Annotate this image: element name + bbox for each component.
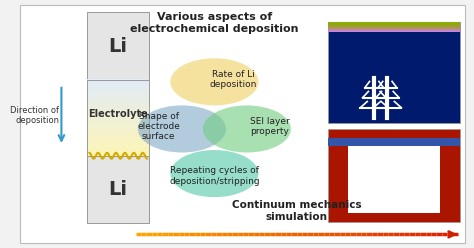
Bar xyxy=(87,117,149,120)
Bar xyxy=(87,100,149,103)
Ellipse shape xyxy=(170,150,258,197)
Bar xyxy=(87,119,149,122)
Bar xyxy=(87,112,149,114)
Bar xyxy=(328,25,460,26)
Text: Shape of
electrode
surface: Shape of electrode surface xyxy=(137,112,180,141)
Ellipse shape xyxy=(170,58,258,105)
Bar xyxy=(328,29,460,30)
Bar xyxy=(87,106,149,108)
Bar xyxy=(328,22,460,123)
Bar xyxy=(87,98,149,101)
Bar xyxy=(87,89,149,91)
Text: Rate of Li
deposition: Rate of Li deposition xyxy=(209,70,256,89)
Bar xyxy=(328,27,460,28)
Text: Repeating cycles of
deposition/stripping: Repeating cycles of deposition/stripping xyxy=(169,166,260,186)
Text: SEI layer
property: SEI layer property xyxy=(250,117,290,136)
Bar xyxy=(87,144,149,146)
Bar xyxy=(87,93,149,95)
Bar xyxy=(328,28,460,29)
Bar xyxy=(87,148,149,150)
Bar xyxy=(87,85,149,88)
Bar xyxy=(87,131,149,133)
Text: Electrolyte: Electrolyte xyxy=(88,109,148,119)
Bar xyxy=(87,108,149,110)
Bar xyxy=(328,26,460,27)
Bar xyxy=(87,142,149,144)
Bar xyxy=(87,110,149,112)
Bar xyxy=(87,123,149,125)
Bar xyxy=(328,27,460,28)
Ellipse shape xyxy=(203,105,291,153)
Bar xyxy=(87,132,149,135)
Bar xyxy=(328,22,460,23)
Bar xyxy=(328,129,460,222)
Text: Direction of
deposition: Direction of deposition xyxy=(10,106,59,125)
Bar xyxy=(328,23,460,24)
Bar xyxy=(87,125,149,127)
Bar xyxy=(328,26,460,27)
Bar xyxy=(87,114,149,116)
Bar xyxy=(87,138,149,141)
Bar xyxy=(328,25,460,26)
Bar xyxy=(87,12,149,80)
Bar xyxy=(87,129,149,131)
Bar xyxy=(87,134,149,137)
Bar xyxy=(87,140,149,142)
Bar xyxy=(328,30,460,31)
Bar xyxy=(328,29,460,30)
Bar xyxy=(328,31,460,32)
Bar xyxy=(87,80,149,156)
Bar xyxy=(87,96,149,99)
Text: Li: Li xyxy=(109,180,128,199)
Bar xyxy=(87,79,149,82)
Bar xyxy=(87,150,149,152)
Ellipse shape xyxy=(138,105,226,153)
Bar xyxy=(87,102,149,104)
Bar xyxy=(87,136,149,139)
Bar xyxy=(87,127,149,129)
Bar xyxy=(328,22,460,23)
Bar xyxy=(87,94,149,97)
Bar xyxy=(87,121,149,124)
Bar xyxy=(87,87,149,89)
Bar xyxy=(87,146,149,148)
Text: Various aspects of
electrochemical deposition: Various aspects of electrochemical depos… xyxy=(130,12,299,34)
Bar xyxy=(87,152,149,154)
Bar xyxy=(87,115,149,118)
Bar xyxy=(328,30,460,31)
Bar xyxy=(328,24,460,25)
Text: Li: Li xyxy=(109,37,128,56)
Bar xyxy=(328,31,460,32)
Bar xyxy=(87,156,149,223)
Text: Continuum mechanics
simulation: Continuum mechanics simulation xyxy=(232,200,362,222)
Bar xyxy=(87,81,149,84)
Bar xyxy=(87,83,149,86)
Bar xyxy=(348,140,440,213)
Bar xyxy=(328,28,460,29)
Bar xyxy=(328,24,460,25)
Bar xyxy=(328,138,460,146)
Bar xyxy=(87,104,149,106)
Bar xyxy=(87,153,149,156)
Bar xyxy=(328,23,460,24)
Bar xyxy=(87,91,149,93)
